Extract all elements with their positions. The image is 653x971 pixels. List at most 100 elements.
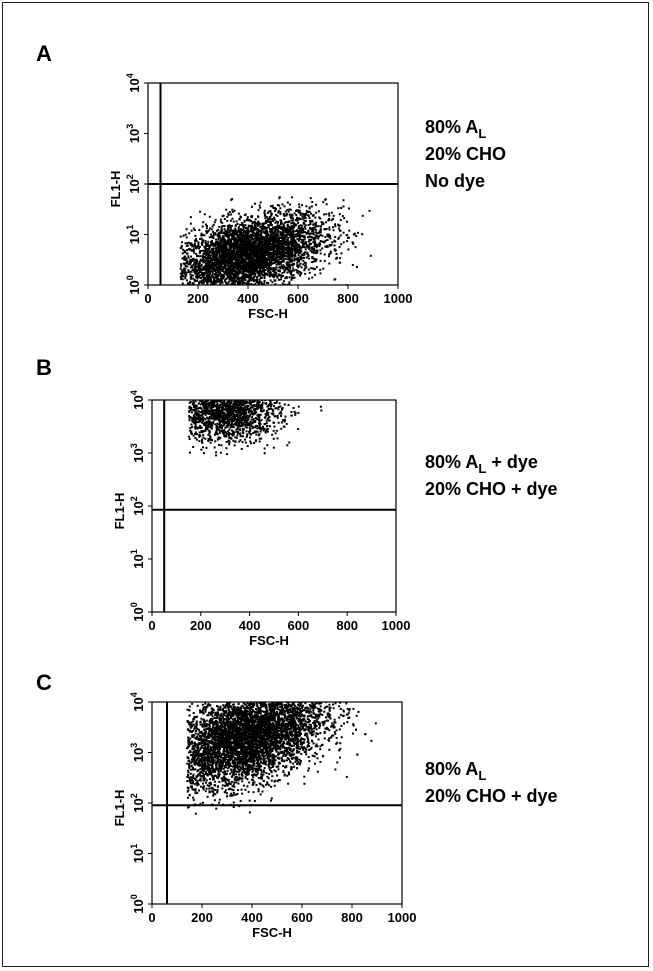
data-point <box>241 222 244 225</box>
data-point <box>276 221 279 224</box>
data-point <box>223 254 226 257</box>
data-point <box>189 242 192 245</box>
data-point <box>300 266 303 269</box>
data-point <box>288 208 291 211</box>
data-point <box>267 270 270 273</box>
data-point <box>298 258 301 261</box>
data-point <box>201 421 204 424</box>
data-point <box>187 269 190 272</box>
data-point <box>207 437 210 440</box>
x-tick-label: 1000 <box>384 291 413 306</box>
data-point <box>292 235 295 238</box>
data-point <box>369 254 372 257</box>
data-point <box>181 278 184 281</box>
data-point <box>330 211 333 214</box>
data-point <box>293 263 296 266</box>
data-point <box>320 409 323 412</box>
data-point <box>243 402 246 405</box>
data-point <box>194 272 197 275</box>
data-point <box>275 225 278 228</box>
data-point <box>333 244 336 247</box>
data-point <box>263 283 266 285</box>
data-point <box>252 271 255 274</box>
data-point <box>251 415 254 418</box>
data-point <box>296 249 299 252</box>
data-point <box>368 209 371 212</box>
data-point <box>318 242 321 245</box>
data-point <box>334 249 337 252</box>
data-point <box>338 246 341 249</box>
data-point <box>267 404 270 407</box>
y-tick-label: 101 <box>125 225 142 244</box>
data-point <box>224 263 227 266</box>
data-point <box>293 259 296 262</box>
data-point <box>276 232 279 235</box>
data-point <box>309 226 312 229</box>
data-point <box>194 234 197 237</box>
data-point <box>194 406 197 409</box>
data-point <box>312 233 315 236</box>
data-point <box>205 421 208 424</box>
data-point <box>276 243 279 246</box>
data-point <box>315 258 318 261</box>
data-point <box>231 281 234 284</box>
data-point <box>257 244 260 247</box>
data-point <box>198 229 201 232</box>
data-point <box>188 232 191 235</box>
data-point <box>203 452 206 455</box>
data-point <box>242 429 245 432</box>
data-point <box>226 261 229 264</box>
data-point <box>313 223 316 226</box>
data-point <box>304 220 307 223</box>
data-point <box>207 266 210 269</box>
data-point <box>270 255 273 258</box>
data-point <box>272 247 275 250</box>
data-point <box>325 244 328 247</box>
data-point <box>206 283 209 285</box>
data-point <box>241 247 244 250</box>
data-point <box>214 242 217 245</box>
data-point <box>249 233 252 236</box>
data-point <box>299 213 302 216</box>
data-point <box>261 282 264 285</box>
data-point <box>194 416 197 419</box>
data-point <box>286 233 289 236</box>
data-point <box>260 270 263 273</box>
data-point <box>242 228 245 231</box>
data-point <box>291 214 294 217</box>
data-point <box>201 431 204 434</box>
data-point <box>226 219 229 222</box>
data-point <box>202 402 205 405</box>
data-point <box>195 237 198 240</box>
data-point <box>227 213 230 216</box>
data-point <box>299 273 302 276</box>
data-point <box>199 255 202 258</box>
data-point <box>291 274 294 277</box>
data-point <box>227 430 230 433</box>
data-point <box>258 237 261 240</box>
data-point <box>270 223 273 226</box>
data-point <box>259 253 262 256</box>
data-point <box>281 252 284 255</box>
data-point <box>255 233 258 236</box>
panel-letter-a: A <box>36 41 52 66</box>
data-point <box>268 251 271 254</box>
data-point <box>266 274 269 277</box>
data-point <box>280 256 283 259</box>
data-point <box>279 211 282 214</box>
data-point <box>202 430 205 433</box>
data-point <box>239 229 242 232</box>
data-point <box>269 400 272 402</box>
data-point <box>234 231 237 234</box>
data-point <box>189 273 192 276</box>
data-point <box>222 245 225 248</box>
data-point <box>289 203 292 206</box>
data-point <box>290 213 293 216</box>
data-point <box>291 240 294 243</box>
data-point <box>215 428 218 431</box>
data-point <box>238 265 241 268</box>
data-point <box>232 418 235 421</box>
sample-annotation-line: 80% AL <box>425 117 486 141</box>
data-point <box>296 229 299 232</box>
data-point <box>278 258 281 261</box>
